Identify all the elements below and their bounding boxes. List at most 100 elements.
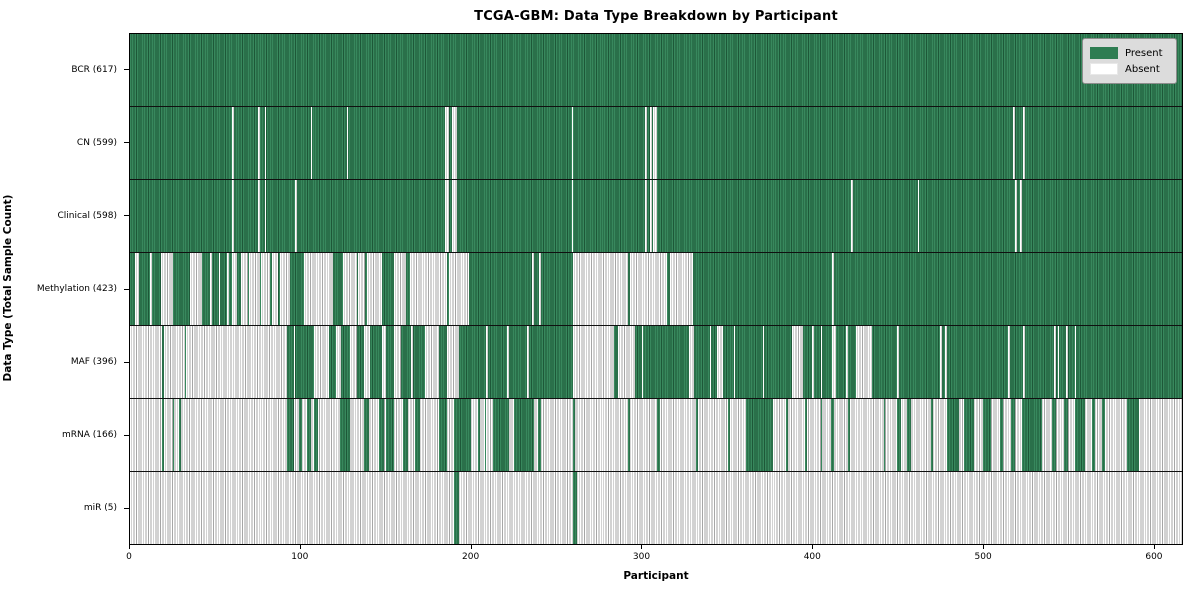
run-segment [453,472,460,544]
run-segment [310,107,313,179]
y-tick-mark [124,215,129,217]
run-segment [897,326,899,398]
run-segment [573,326,615,398]
present-swatch-icon [1090,47,1118,59]
legend: Present Absent [1082,38,1177,84]
y-tick-label: Methylation (423) [36,284,117,294]
run-segment [856,326,872,398]
run-segment [135,253,139,325]
run-segment [382,326,386,398]
run-segment [1066,326,1068,398]
run-segment [1014,180,1017,252]
run-segment [1052,399,1056,471]
run-segment [264,180,267,252]
run-segment [506,326,509,398]
run-segment [573,399,575,471]
run-segment [264,107,267,179]
x-tick-label: 0 [126,552,132,562]
run-segment [232,253,238,325]
run-segment [656,399,661,471]
run-segment [130,326,163,398]
run-segment [452,180,458,252]
run-segment [847,399,850,471]
run-segment [650,180,652,252]
run-segment [445,107,449,179]
run-segment [627,399,630,471]
run-segment [314,326,330,398]
x-tick-label: 200 [462,552,480,562]
run-segment [689,326,695,398]
run-segment [210,253,212,325]
x-tick-mark [1153,545,1155,549]
run-segment [537,399,541,471]
run-segment [846,326,848,398]
run-segment [409,253,448,325]
run-segment [240,253,248,325]
x-tick-mark [299,545,301,549]
heatmap-row-methylation [130,253,1182,326]
run-segment [257,180,260,252]
run-segment [1057,326,1060,398]
y-tick-mark [124,361,129,363]
x-tick-label: 600 [1145,552,1163,562]
run-segment [448,253,470,325]
run-segment [532,253,535,325]
run-segment [336,326,342,398]
y-tick-label: MAF (396) [70,357,117,368]
run-segment [728,399,731,471]
run-segment [298,399,303,471]
run-segment [179,399,182,471]
run-segment [670,253,693,325]
y-tick-label: BCR (617) [71,64,117,75]
run-segment [484,399,487,471]
run-segment [917,180,920,252]
run-segment [172,399,175,471]
run-segment [907,399,911,471]
run-segment [286,399,294,471]
run-segment [271,253,279,325]
run-segment [573,253,628,325]
chart-title: TCGA-GBM: Data Type Breakdown by Partici… [474,9,838,24]
y-tick-label: miR (5) [83,503,117,514]
run-segment [832,326,836,398]
run-segment [812,326,814,398]
run-segment [709,326,712,398]
run-segment [571,107,574,179]
run-segment [1101,399,1106,471]
x-tick-mark [812,545,814,549]
run-segment [513,399,535,471]
run-segment [931,399,934,471]
run-segment [186,326,287,398]
run-segment [820,326,823,398]
run-segment [653,107,657,179]
heatmap-row-cn [130,107,1182,180]
run-segment [573,472,577,544]
run-segment [378,399,385,471]
run-segment [1064,399,1068,471]
run-segment [653,180,657,252]
run-segment [363,326,371,398]
run-segment [261,253,270,325]
run-segment [307,399,311,471]
run-segment [963,399,974,471]
legend-label-present: Present [1125,47,1163,59]
y-tick-mark [124,288,129,290]
y-tick-mark [124,507,129,509]
run-segment [644,180,647,252]
run-segment [982,399,992,471]
y-tick-mark [124,69,129,71]
run-segment [411,326,414,398]
run-segment [249,253,260,325]
absent-swatch-icon [1090,63,1118,75]
run-segment [280,253,291,325]
run-segment [349,326,357,398]
run-segment [716,326,724,398]
run-segment [303,253,333,325]
heatmap-row-mir [130,472,1182,544]
run-segment [571,180,574,252]
run-segment [385,399,395,471]
run-segment [394,326,402,398]
run-segment [539,253,541,325]
run-segment [1054,326,1056,398]
run-segment [527,326,529,398]
